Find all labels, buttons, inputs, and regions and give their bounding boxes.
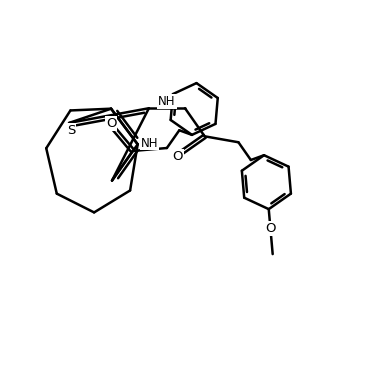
Text: S: S — [67, 124, 75, 137]
Text: O: O — [172, 150, 183, 163]
Text: O: O — [265, 222, 276, 235]
Text: NH: NH — [158, 95, 176, 108]
Text: NH: NH — [141, 136, 159, 150]
Text: O: O — [106, 117, 117, 130]
